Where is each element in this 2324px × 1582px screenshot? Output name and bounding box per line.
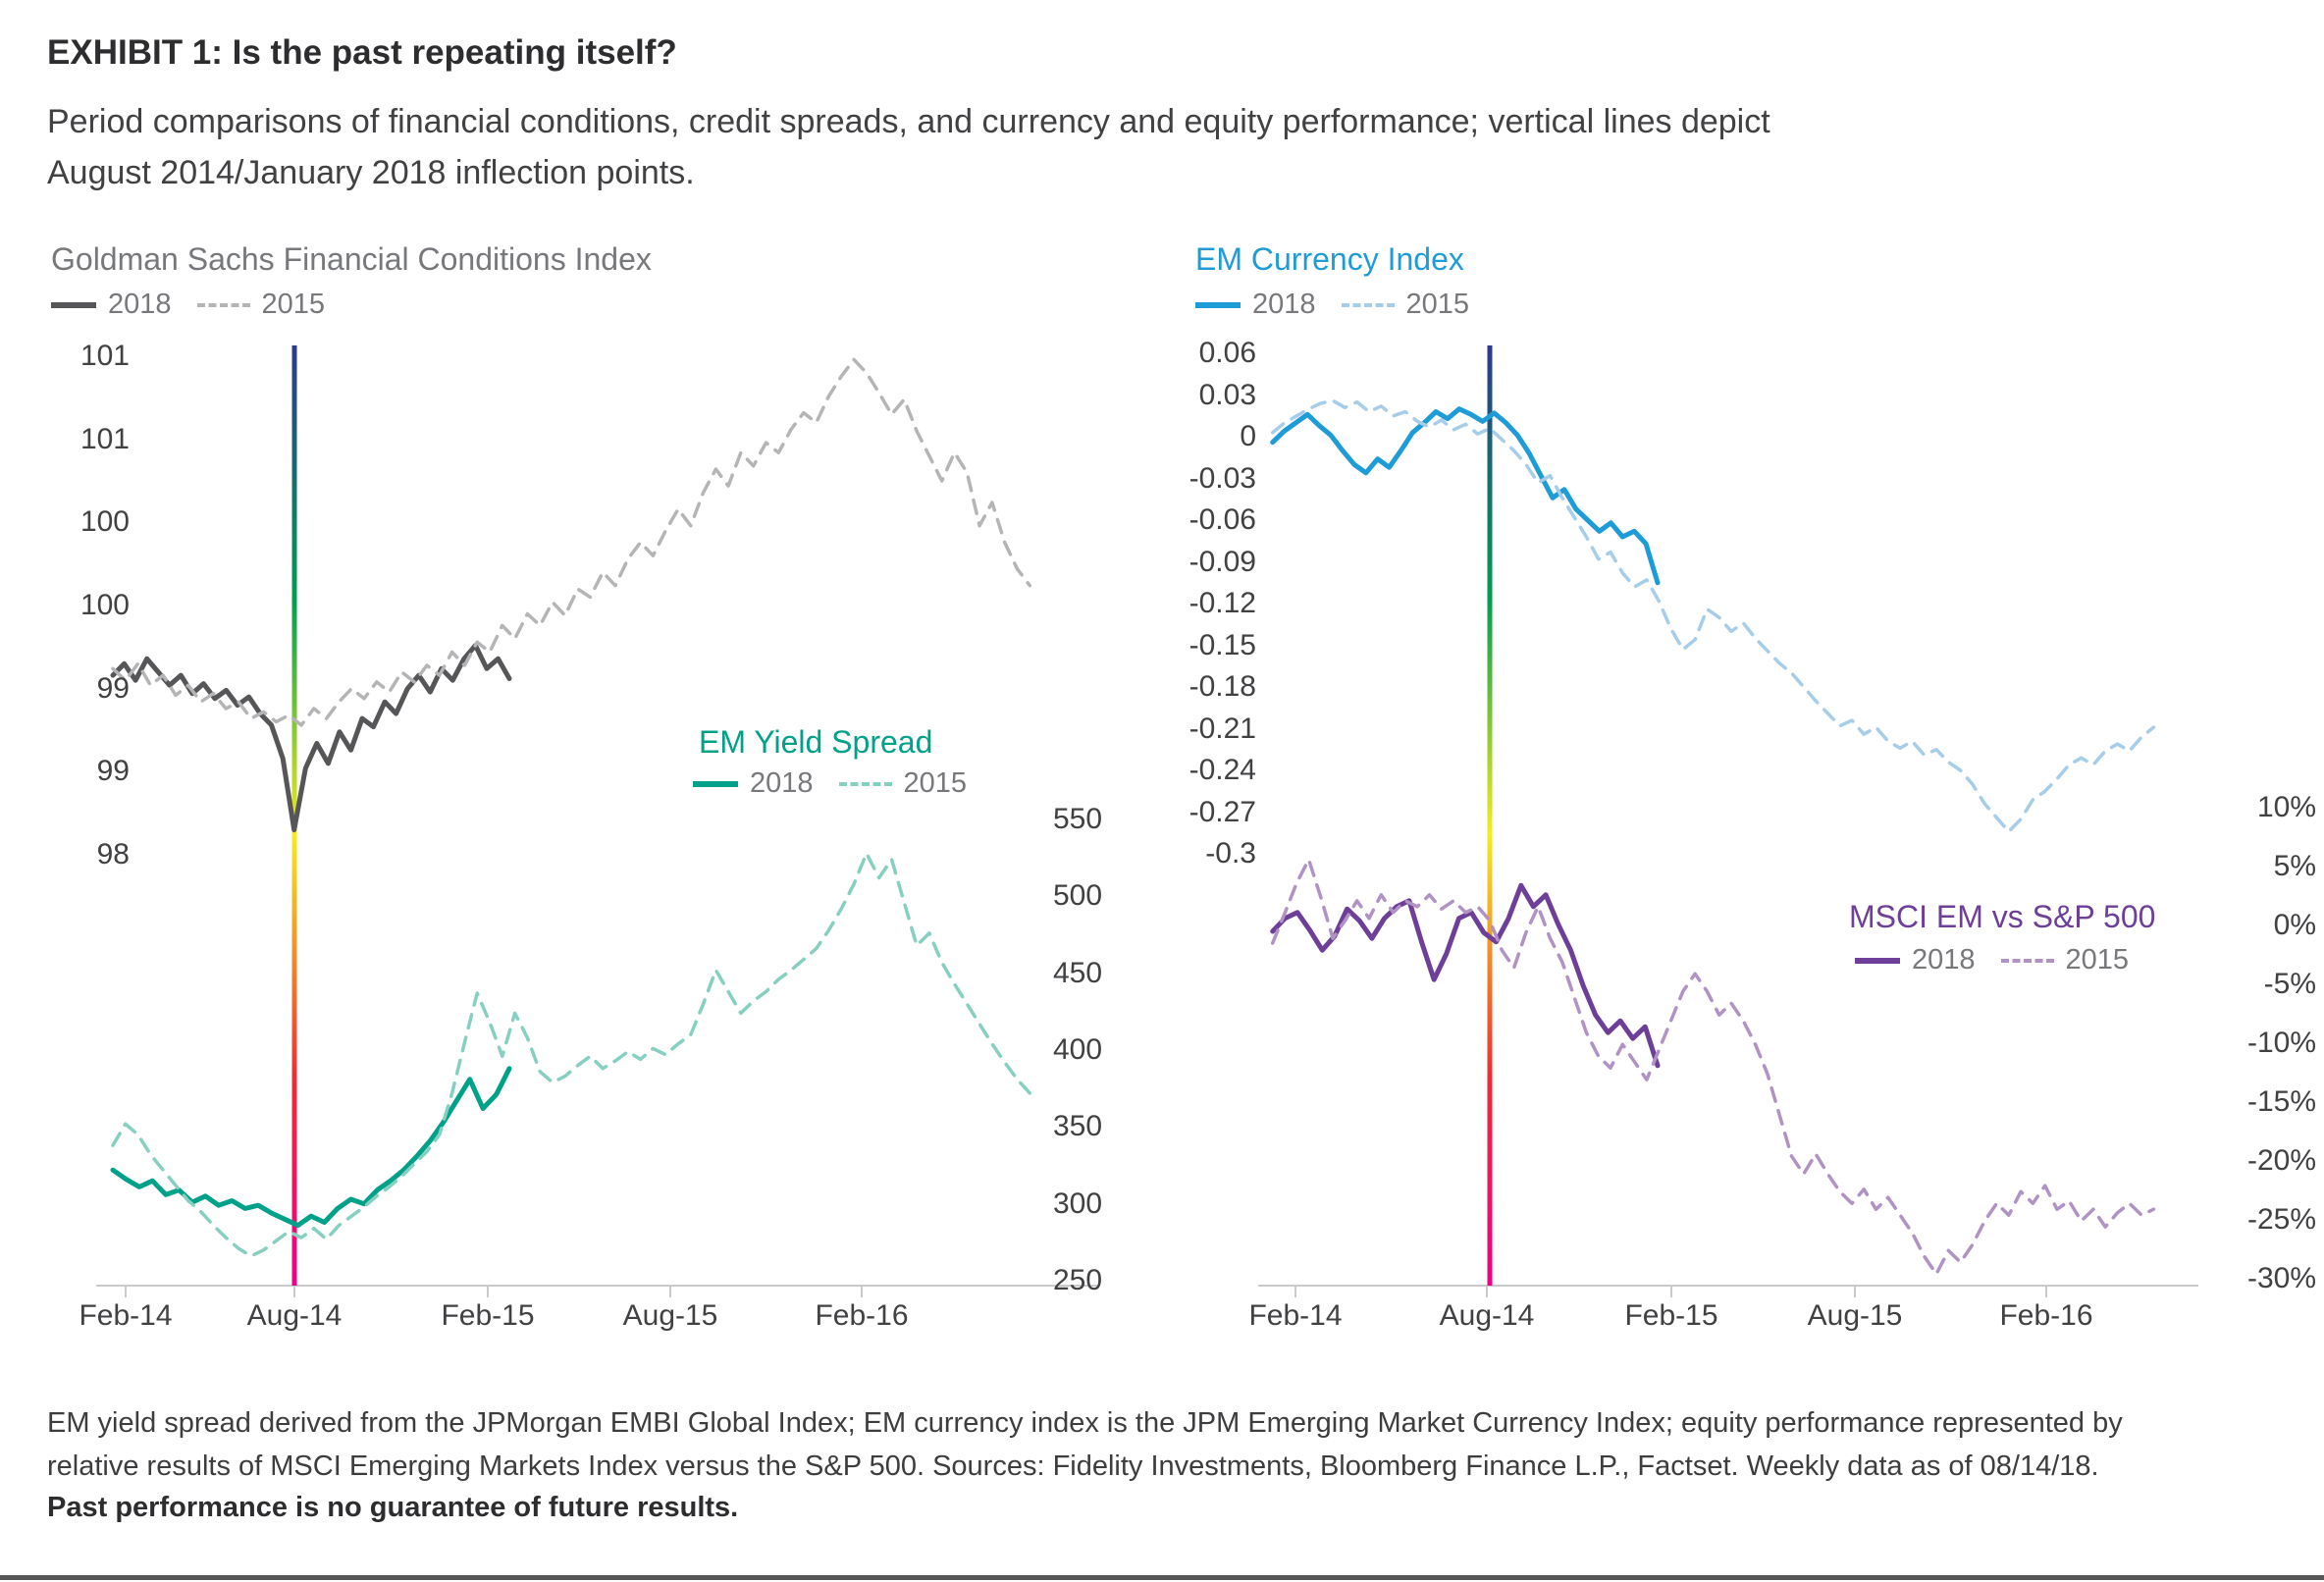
y-tick-label-em-yield-spread: 350 [1053,1110,1103,1143]
y-tick-label-msci-em-vs-sp500: -20% [2246,1144,2316,1177]
y-tick-label-em-yield-spread: 450 [1053,956,1103,989]
y-tick-label-em-yield-spread: 250 [1053,1264,1103,1296]
y-tick-label-gs-fci: 100 [79,505,130,539]
y-tick-label-em-currency-index: -0.09 [1188,545,1256,578]
legend-em-currency-index: 2018 2015 [1195,289,1495,321]
exhibit-subtitle: Period comparisons of financial conditio… [47,96,1770,198]
series-gs-fci-2015 [111,357,1032,727]
y-tick-label-em-currency-index: -0.15 [1188,628,1256,661]
y-tick-label-em-currency-index: -0.12 [1188,587,1256,619]
y-tick-label-em-currency-index: 0.06 [1198,337,1256,369]
footnote: EM yield spread derived from the JPMorga… [47,1401,2123,1488]
chart-title-em-yield-spread: EM Yield Spread [699,724,933,760]
exhibit-title: EXHIBIT 1: Is the past repeating itself? [47,33,677,72]
legend-solid-line-2018-icon [693,780,738,787]
y-tick-label-msci-em-vs-sp500: -5% [2263,968,2316,1000]
disclaimer: Past performance is no guarantee of futu… [47,1492,739,1523]
legend-dashed-line-2015-icon [196,302,250,307]
legend-label-2018: 2018 [750,767,814,799]
x-tick-label: Aug-14 [246,1299,343,1332]
y-tick-label-msci-em-vs-sp500: -10% [2246,1027,2316,1059]
y-tick-label-em-currency-index: 0 [1240,420,1256,452]
x-tick-label: Feb-14 [79,1299,173,1332]
y-tick-label-gs-fci: 99 [96,755,130,788]
legend-solid-line-2018-icon [51,301,96,308]
legend-label-2015: 2015 [903,767,968,799]
y-tick-label-gs-fci: 100 [79,589,130,621]
series-em-yield-spread-2015 [111,851,1032,1258]
footnote-line-1: EM yield spread derived from the JPMorga… [47,1407,2123,1439]
y-tick-label-em-yield-spread: 300 [1053,1186,1103,1220]
series-msci-em-vs-sp500-2015 [1270,858,2156,1276]
legend-label-2015: 2015 [2065,944,2130,976]
y-tick-label-msci-em-vs-sp500: -25% [2246,1203,2316,1236]
x-tick-label: Aug-14 [1439,1299,1535,1332]
y-tick-label-em-currency-index: -0.24 [1188,754,1256,786]
legend-gs-fci: 2018 2015 [51,289,350,321]
y-tick-label-msci-em-vs-sp500: 10% [2256,791,2316,823]
y-tick-label-em-currency-index: -0.03 [1188,461,1256,495]
y-tick-label-em-currency-index: 0.03 [1198,378,1256,411]
y-tick-label-msci-em-vs-sp500: -15% [2246,1085,2316,1118]
y-tick-label-em-yield-spread: 550 [1053,803,1103,835]
legend-msci-em-vs-sp500: 2018 2015 [1855,944,2154,976]
x-tick-label: Aug-15 [622,1299,718,1332]
x-tick-label: Feb-14 [1248,1299,1343,1332]
subtitle-line-1: Period comparisons of financial conditio… [47,103,1770,140]
y-tick-label-em-currency-index: -0.27 [1188,795,1256,828]
x-tick-label: Aug-15 [1807,1299,1903,1332]
y-tick-label-em-currency-index: -0.06 [1188,503,1256,536]
y-tick-label-gs-fci: 101 [79,340,130,372]
y-tick-label-em-currency-index: -0.21 [1188,712,1256,745]
y-tick-label-gs-fci: 98 [96,838,130,870]
chart-title-msci-em-vs-sp500: MSCI EM vs S&P 500 [1849,899,2156,934]
x-tick-label: Feb-15 [1624,1299,1718,1332]
legend-label-2015: 2015 [1405,289,1470,320]
legend-label-2018: 2018 [108,289,172,320]
inflection-gradient-line-right [1487,345,1493,1286]
x-tick-label: Feb-16 [1999,1299,2093,1332]
legend-dashed-line-2015-icon [838,781,892,786]
y-tick-label-gs-fci: 101 [79,422,130,455]
legend-em-yield-spread: 2018 2015 [693,767,992,800]
chart-title-gs-fci: Goldman Sachs Financial Conditions Index [51,241,652,277]
legend-label-2015: 2015 [261,289,326,320]
y-tick-label-em-currency-index: -0.3 [1205,837,1256,870]
series-msci-em-vs-sp500-2018 [1270,882,1661,1069]
y-tick-label-em-currency-index: -0.18 [1188,670,1256,703]
y-tick-label-gs-fci: 99 [96,671,130,705]
legend-label-2018: 2018 [1252,289,1316,320]
series-em-currency-index-2015 [1270,398,2156,834]
subtitle-line-2: August 2014/January 2018 inflection poin… [47,154,695,191]
series-gs-fci-2018 [110,643,512,833]
y-tick-label-em-yield-spread: 500 [1053,879,1103,913]
y-tick-label-em-yield-spread: 400 [1053,1033,1103,1066]
x-tick-label: Feb-16 [815,1299,909,1332]
legend-solid-line-2018-icon [1195,301,1241,308]
legend-dashed-line-2015-icon [2000,958,2054,963]
series-em-yield-spread-2018 [110,1066,512,1229]
chart-title-em-currency-index: EM Currency Index [1195,241,1464,277]
y-tick-label-msci-em-vs-sp500: 0% [2273,909,2316,941]
legend-dashed-line-2015-icon [1341,302,1395,307]
y-tick-label-msci-em-vs-sp500: 5% [2273,850,2316,882]
legend-solid-line-2018-icon [1855,957,1900,964]
x-tick-label: Feb-15 [441,1299,535,1332]
bottom-border [0,1575,2324,1580]
legend-label-2018: 2018 [1912,944,1976,976]
y-tick-label-msci-em-vs-sp500: -30% [2246,1262,2316,1294]
series-em-currency-index-2018 [1270,406,1661,586]
footnote-line-2: relative results of MSCI Emerging Market… [47,1450,2099,1482]
